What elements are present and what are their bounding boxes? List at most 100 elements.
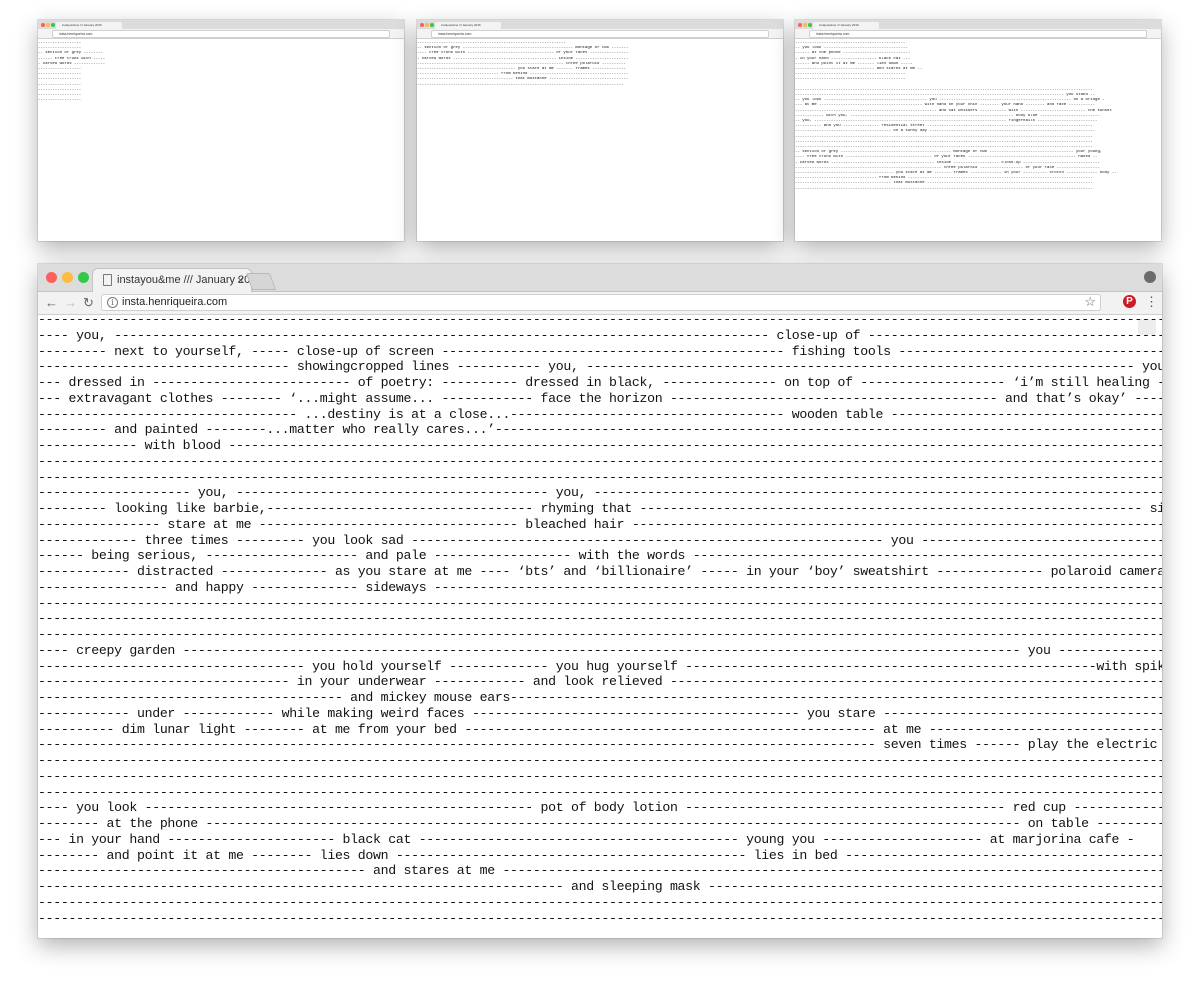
- thumbnail-tab-title: instayou&me /// January 2016: [435, 22, 501, 29]
- url-text[interactable]: insta.henriqueira.com: [122, 296, 228, 308]
- close-window-icon: [420, 23, 424, 27]
- thumbnail-poem-line: --- at me ------------------------------…: [795, 103, 1096, 108]
- thumbnail-url: insta.henriqueira.com: [809, 30, 1147, 38]
- thumbnail-page: ----------------------------------------…: [795, 39, 1161, 241]
- tab-close-icon[interactable]: ×: [237, 273, 245, 287]
- thumbnail-tab-bar: instayou&me /// January 2016: [38, 20, 404, 29]
- poem-line: ----------------------------------------…: [38, 469, 1162, 485]
- address-bar[interactable]: i insta.henriqueira.com ☆: [101, 294, 1101, 311]
- tab-bar: instayou&me /// January 2016 ×: [38, 264, 1162, 292]
- poem-line: --- dressed in -------------------------…: [38, 375, 1162, 390]
- bookmark-star-icon[interactable]: ☆: [1084, 294, 1096, 309]
- close-window-icon: [41, 23, 45, 27]
- thumbnail-poem-line: -- section of grey ---------------------…: [795, 150, 1103, 155]
- minimize-window-icon[interactable]: [62, 272, 73, 283]
- thumbnail-poem-line: ------------------: [38, 41, 82, 45]
- thumbnail-poem-line: ----------------------------------------…: [795, 108, 1112, 113]
- thumbnail-url: insta.henriqueira.com: [431, 30, 769, 38]
- minimize-window-icon: [46, 23, 50, 27]
- thumbnail-poem-line: ------------------: [38, 87, 82, 92]
- zoom-window-icon: [51, 23, 55, 27]
- poem-line: ----------------------------------------…: [38, 784, 1162, 800]
- thumbnail-poem-line: ---- tree trunk with -------------------…: [795, 155, 1098, 160]
- poem-line: ------------- three times --------- you …: [38, 532, 1162, 548]
- thumbnail-poem-line: ----------------------------------------…: [795, 129, 1096, 134]
- thumbnail-tab-bar: instayou&me /// January 2016: [795, 20, 1161, 29]
- browser-window: instayou&me /// January 2016 × ← → ↻ i i…: [38, 264, 1162, 938]
- poem-line: ----------------------------------------…: [38, 768, 1162, 784]
- new-tab-button[interactable]: [245, 273, 277, 290]
- thumbnail-poem-line: ------------ with you, -----------------…: [795, 113, 1100, 118]
- reload-icon[interactable]: ↻: [83, 295, 94, 310]
- poem-line: ----------------------------------------…: [38, 753, 1162, 768]
- poem-line: ---- creepy garden ---------------------…: [38, 642, 1162, 658]
- thumbnail-poem-line: ----------------------------------------…: [795, 165, 1100, 170]
- thumbnail-url-bar: insta.henriqueira.com: [38, 29, 404, 39]
- poem-line: --- in your hand ---------------------- …: [38, 831, 1135, 847]
- forward-icon[interactable]: →: [64, 295, 77, 310]
- thumbnail-tab-title: instayou&me /// January 2016: [813, 22, 879, 29]
- poem-line: ----------------------------------------…: [38, 611, 1162, 627]
- thumbnail-url-bar: insta.henriqueira.com: [795, 29, 1161, 39]
- poem-line: --- extravagant clothes -------- ‘...mig…: [38, 390, 1162, 406]
- poem-line: -------------------- you, --------------…: [38, 485, 1162, 501]
- thumbnail-window-3: instayou&me /// January 2016 insta.henri…: [795, 20, 1161, 241]
- thumbnail-poem-line: ---- tree trunk with -------------------…: [417, 51, 629, 56]
- thumbnail-poem-line: ----------------------------------------…: [795, 93, 1096, 97]
- menu-icon[interactable]: ⋮: [1145, 294, 1158, 309]
- profile-icon[interactable]: [1144, 271, 1156, 283]
- thumbnail-poem-line: ----------------------------------------…: [795, 72, 906, 77]
- thumbnail-poem-line: ----------------------------------------…: [417, 41, 566, 45]
- thumbnail-url-bar: insta.henriqueira.com: [417, 29, 783, 39]
- poem-line: ----------------------------------------…: [38, 737, 1162, 753]
- poem-line: ----------------------------------------…: [38, 879, 1162, 894]
- thumbnail-poem-line: ----------------------------------------…: [795, 139, 1093, 144]
- thumbnail-poem-line: ----------- and you --------------- resi…: [795, 124, 1093, 129]
- tab-title: instayou&me /// January 2016: [117, 274, 263, 286]
- poem-line: ------------ distracted -------------- a…: [38, 564, 1162, 579]
- poem-line: ---------- dim lunar light -------- at m…: [38, 721, 1162, 737]
- poem-line: ----------------------------------------…: [38, 595, 1162, 611]
- poem-line: ----------------------------------------…: [38, 690, 1162, 705]
- thumbnail-poem-line: ------------------: [38, 93, 82, 97]
- thumbnail-poem-line: -- you, --------------------------------…: [795, 119, 1098, 123]
- poem-line: -------- at the phone ------------------…: [38, 816, 1162, 831]
- poem-line: -------- and point it at me -------- lie…: [38, 847, 1162, 863]
- poem-line: ------------ under ------------ while ma…: [38, 705, 1162, 721]
- close-window-icon[interactable]: [46, 272, 57, 283]
- poem-line: --------------------------------- showin…: [38, 359, 1162, 375]
- thumbnail-poem-line: - in your hand ------------------- black…: [795, 56, 911, 61]
- poem-page: ----------------------------------------…: [38, 315, 1162, 938]
- thumbnail-poem-line: ------------------: [38, 98, 82, 103]
- thumbnail-poem-line: ------ tree trunk with -----: [38, 56, 106, 61]
- page-corner-button[interactable]: [1138, 319, 1156, 335]
- thumbnail-poem-line: -- you look ----------------------------…: [795, 46, 908, 51]
- thumbnail-poem-line: ------------------: [38, 72, 82, 77]
- thumbnail-url: insta.henriqueira.com: [52, 30, 390, 38]
- thumbnail-poem-line: ---------------------------------- from …: [417, 72, 629, 77]
- zoom-window-icon[interactable]: [78, 272, 89, 283]
- thumbnail-window-1: instayou&me /// January 2016 insta.henri…: [38, 20, 404, 241]
- poem-line: ---------------------------------- ...de…: [38, 406, 1162, 422]
- poem-line: ----------------------------------- you …: [38, 658, 1162, 674]
- thumbnail-poem-line: ----------------------------------------…: [795, 87, 1093, 92]
- zoom-window-icon: [808, 23, 812, 27]
- thumbnail-poem-line: ------ and point it at me ------- lies d…: [795, 61, 913, 66]
- poem-line: ----------------- and happy ------------…: [38, 579, 1162, 595]
- poem-line: ---------------- stare at me -----------…: [38, 516, 1162, 532]
- thumbnail-poem-line: --------------------------------- and st…: [795, 67, 923, 71]
- thumbnail-poem-line: -- section of grey ---------------------…: [417, 46, 629, 51]
- thumbnail-poem-line: -- section of grey --------: [38, 51, 103, 56]
- poem-line: ---- you look --------------------------…: [38, 800, 1162, 816]
- minimize-window-icon: [803, 23, 807, 27]
- thumbnail-page: ------------------ ------------------ -- s…: [38, 39, 404, 241]
- site-info-icon[interactable]: i: [107, 297, 118, 308]
- thumbnail-poem-line: ------ at the phone --------------------…: [795, 51, 911, 56]
- thumbnail-poem-line: ----------------------------------------…: [795, 186, 1093, 191]
- tab-instayou-me[interactable]: instayou&me /// January 2016 ×: [92, 268, 263, 292]
- pinterest-icon[interactable]: P: [1123, 295, 1136, 308]
- thumbnail-tab-title: instayou&me /// January 2016: [56, 22, 122, 29]
- back-icon[interactable]: ←: [45, 295, 58, 310]
- thumbnail-tab-bar: instayou&me /// January 2016: [417, 20, 783, 29]
- thumbnail-poem-line: -- you look ----------------------------…: [795, 98, 1105, 103]
